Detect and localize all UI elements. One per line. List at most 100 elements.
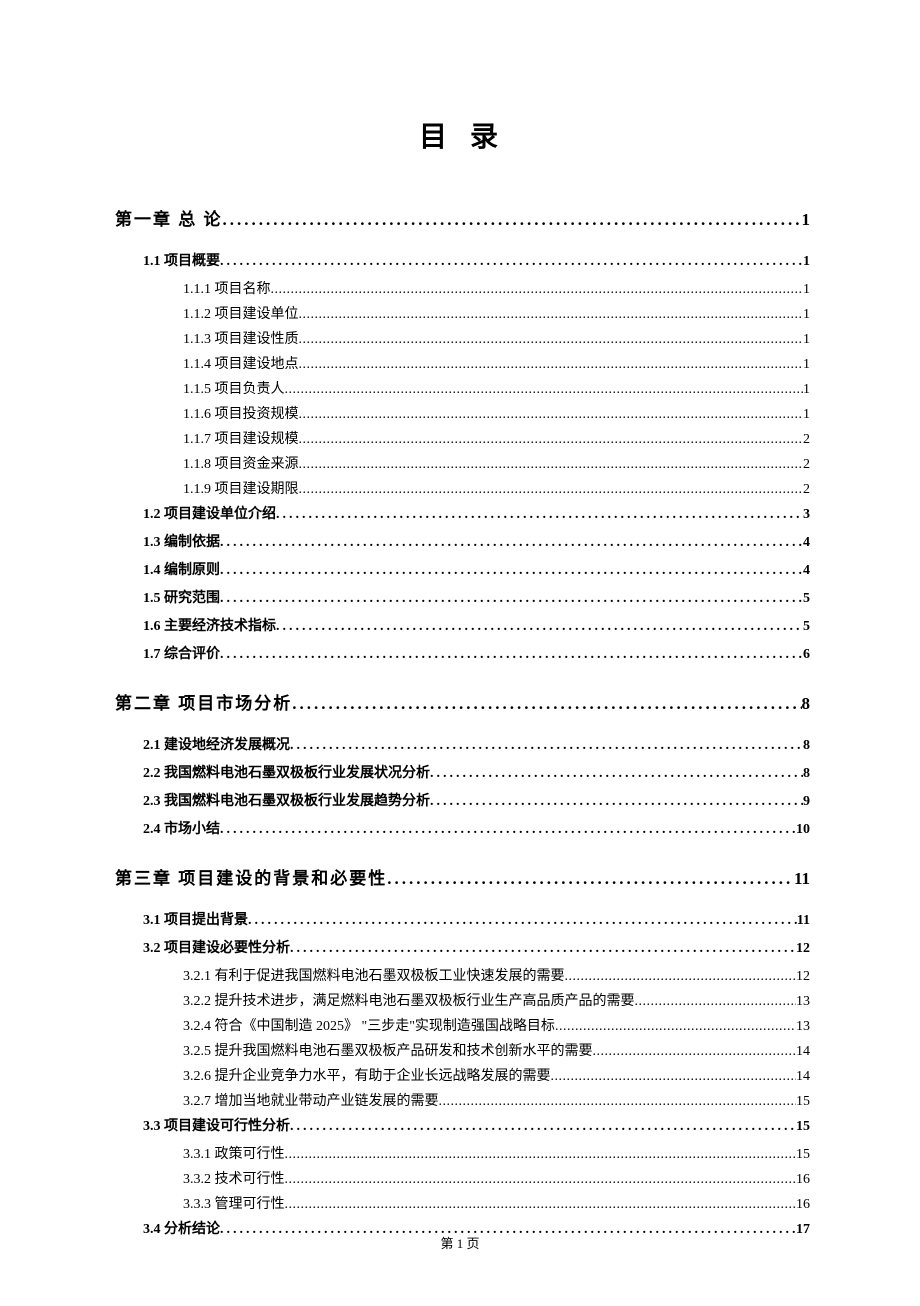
- toc-label: 1.3 编制依据: [143, 531, 220, 551]
- toc-page-number: 15: [796, 1119, 810, 1135]
- toc-dots: [290, 941, 796, 957]
- toc-dots: [299, 407, 804, 423]
- toc-label: 2.3 我国燃料电池石墨双极板行业发展趋势分析: [143, 790, 430, 810]
- toc-dots: [299, 332, 804, 348]
- toc-dots: [430, 794, 803, 810]
- toc-entry: 1.1.4 项目建设地点 1: [183, 353, 810, 373]
- toc-entry: 第一章 总 论 1: [115, 205, 810, 230]
- toc-entry: 1.1.6 项目投资规模 1: [183, 403, 810, 423]
- toc-label: 1.5 研究范围: [143, 587, 220, 607]
- toc-dots: [220, 254, 803, 270]
- toc-dots: [439, 1094, 797, 1110]
- toc-page-number: 2: [803, 457, 810, 473]
- toc-label: 1.1.7 项目建设规模: [183, 428, 299, 448]
- toc-entry: 1.1.8 项目资金来源 2: [183, 453, 810, 473]
- toc-dots: [387, 869, 794, 889]
- toc-dots: [299, 307, 804, 323]
- toc-dots: [551, 1069, 797, 1085]
- toc-dots: [285, 1172, 797, 1188]
- toc-entry: 第二章 项目市场分析 8: [115, 689, 810, 714]
- toc-page-number: 13: [796, 1019, 810, 1035]
- toc-page-number: 14: [796, 1044, 810, 1060]
- toc-dots: [276, 507, 803, 523]
- toc-dots: [565, 969, 797, 985]
- toc-label: 1.1.5 项目负责人: [183, 378, 285, 398]
- toc-page-number: 11: [794, 869, 810, 889]
- toc-dots: [555, 1019, 796, 1035]
- toc-label: 3.3.3 管理可行性: [183, 1193, 285, 1213]
- toc-label: 3.2 项目建设必要性分析: [143, 937, 290, 957]
- toc-entry: 1.4 编制原则 4: [143, 559, 810, 579]
- toc-page-number: 12: [796, 941, 810, 957]
- toc-label: 2.4 市场小结: [143, 818, 220, 838]
- toc-page-number: 13: [796, 994, 810, 1010]
- toc-entry: 3.1 项目提出背景 11: [143, 909, 810, 929]
- toc-entry: 1.3 编制依据 4: [143, 531, 810, 551]
- toc-dots: [276, 619, 803, 635]
- toc-label: 3.3.2 技术可行性: [183, 1168, 285, 1188]
- toc-entry: 3.2.2 提升技术进步，满足燃料电池石墨双极板行业生产高品质产品的需要 13: [183, 990, 810, 1010]
- toc-entry: 3.2.7 增加当地就业带动产业链发展的需要 15: [183, 1090, 810, 1110]
- toc-entry: 3.2 项目建设必要性分析 12: [143, 937, 810, 957]
- toc-entry: 1.1.5 项目负责人 1: [183, 378, 810, 398]
- toc-label: 3.3 项目建设可行性分析: [143, 1115, 290, 1135]
- table-of-contents: 第一章 总 论 11.1 项目概要 11.1.1 项目名称 11.1.2 项目建…: [115, 205, 810, 1238]
- toc-page-number: 1: [803, 282, 810, 298]
- toc-entry: 3.3.2 技术可行性 16: [183, 1168, 810, 1188]
- toc-label: 3.2.2 提升技术进步，满足燃料电池石墨双极板行业生产高品质产品的需要: [183, 990, 635, 1010]
- toc-entry: 3.3.3 管理可行性 16: [183, 1193, 810, 1213]
- toc-label: 3.2.5 提升我国燃料电池石墨双极板产品研发和技术创新水平的需要: [183, 1040, 593, 1060]
- toc-label: 1.1.9 项目建设期限: [183, 478, 299, 498]
- toc-dots: [290, 738, 803, 754]
- toc-page-number: 16: [796, 1172, 810, 1188]
- toc-entry: 1.6 主要经济技术指标 5: [143, 615, 810, 635]
- toc-entry: 第三章 项目建设的背景和必要性 11: [115, 864, 810, 889]
- toc-label: 1.1 项目概要: [143, 250, 220, 270]
- toc-dots: [290, 1119, 796, 1135]
- toc-entry: 3.2.6 提升企业竞争力水平，有助于企业长远战略发展的需要 14: [183, 1065, 810, 1085]
- toc-dots: [292, 694, 801, 714]
- toc-label: 1.1.6 项目投资规模: [183, 403, 299, 423]
- toc-dots: [220, 591, 803, 607]
- toc-page-number: 8: [803, 766, 810, 782]
- toc-entry: 2.3 我国燃料电池石墨双极板行业发展趋势分析 9: [143, 790, 810, 810]
- toc-dots: [220, 647, 803, 663]
- toc-dots: [299, 432, 804, 448]
- toc-entry: 2.4 市场小结 10: [143, 818, 810, 838]
- toc-entry: 1.1.7 项目建设规模 2: [183, 428, 810, 448]
- toc-page-number: 1: [803, 332, 810, 348]
- toc-dots: [430, 766, 803, 782]
- toc-entry: 2.2 我国燃料电池石墨双极板行业发展状况分析 8: [143, 762, 810, 782]
- toc-page-number: 2: [803, 432, 810, 448]
- toc-entry: 1.1.1 项目名称 1: [183, 278, 810, 298]
- toc-label: 2.2 我国燃料电池石墨双极板行业发展状况分析: [143, 762, 430, 782]
- toc-label: 3.1 项目提出背景: [143, 909, 248, 929]
- toc-page-number: 5: [803, 619, 810, 635]
- toc-label: 3.2.4 符合《中国制造 2025》 "三步走"实现制造强国战略目标: [183, 1015, 555, 1035]
- toc-entry: 1.5 研究范围 5: [143, 587, 810, 607]
- toc-page-number: 1: [803, 307, 810, 323]
- page-footer: 第 1 页: [0, 1233, 920, 1252]
- document-title: 目 录: [115, 115, 810, 155]
- toc-dots: [299, 482, 804, 498]
- toc-page-number: 12: [796, 969, 810, 985]
- toc-page-number: 6: [803, 647, 810, 663]
- toc-label: 第三章 项目建设的背景和必要性: [115, 864, 387, 889]
- toc-page-number: 15: [796, 1147, 810, 1163]
- toc-label: 1.4 编制原则: [143, 559, 220, 579]
- toc-label: 3.2.7 增加当地就业带动产业链发展的需要: [183, 1090, 439, 1110]
- toc-label: 1.1.3 项目建设性质: [183, 328, 299, 348]
- toc-entry: 1.1.3 项目建设性质 1: [183, 328, 810, 348]
- toc-entry: 2.1 建设地经济发展概况 8: [143, 734, 810, 754]
- toc-dots: [271, 282, 804, 298]
- toc-page-number: 3: [803, 507, 810, 523]
- toc-page-number: 16: [796, 1197, 810, 1213]
- toc-page-number: 15: [796, 1094, 810, 1110]
- toc-page-number: 9: [803, 794, 810, 810]
- toc-page-number: 1: [803, 254, 810, 270]
- toc-page-number: 8: [802, 694, 811, 714]
- toc-label: 1.2 项目建设单位介绍: [143, 503, 276, 523]
- toc-page-number: 5: [803, 591, 810, 607]
- toc-label: 1.1.1 项目名称: [183, 278, 271, 298]
- toc-page-number: 2: [803, 482, 810, 498]
